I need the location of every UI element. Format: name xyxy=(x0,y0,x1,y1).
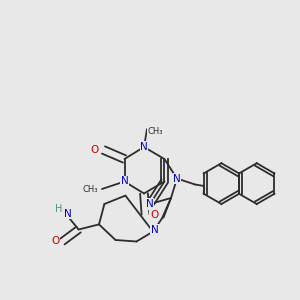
Text: CH₃: CH₃ xyxy=(148,127,164,136)
Text: H: H xyxy=(55,203,62,214)
Text: N: N xyxy=(173,173,181,184)
Text: O: O xyxy=(51,236,59,247)
Text: CH₃: CH₃ xyxy=(83,184,98,194)
Text: O: O xyxy=(150,209,158,220)
Text: O: O xyxy=(91,145,99,155)
Text: N: N xyxy=(121,176,128,187)
Text: N: N xyxy=(151,225,159,235)
Text: N: N xyxy=(140,142,148,152)
Text: N: N xyxy=(146,199,154,209)
Text: N: N xyxy=(64,208,71,219)
